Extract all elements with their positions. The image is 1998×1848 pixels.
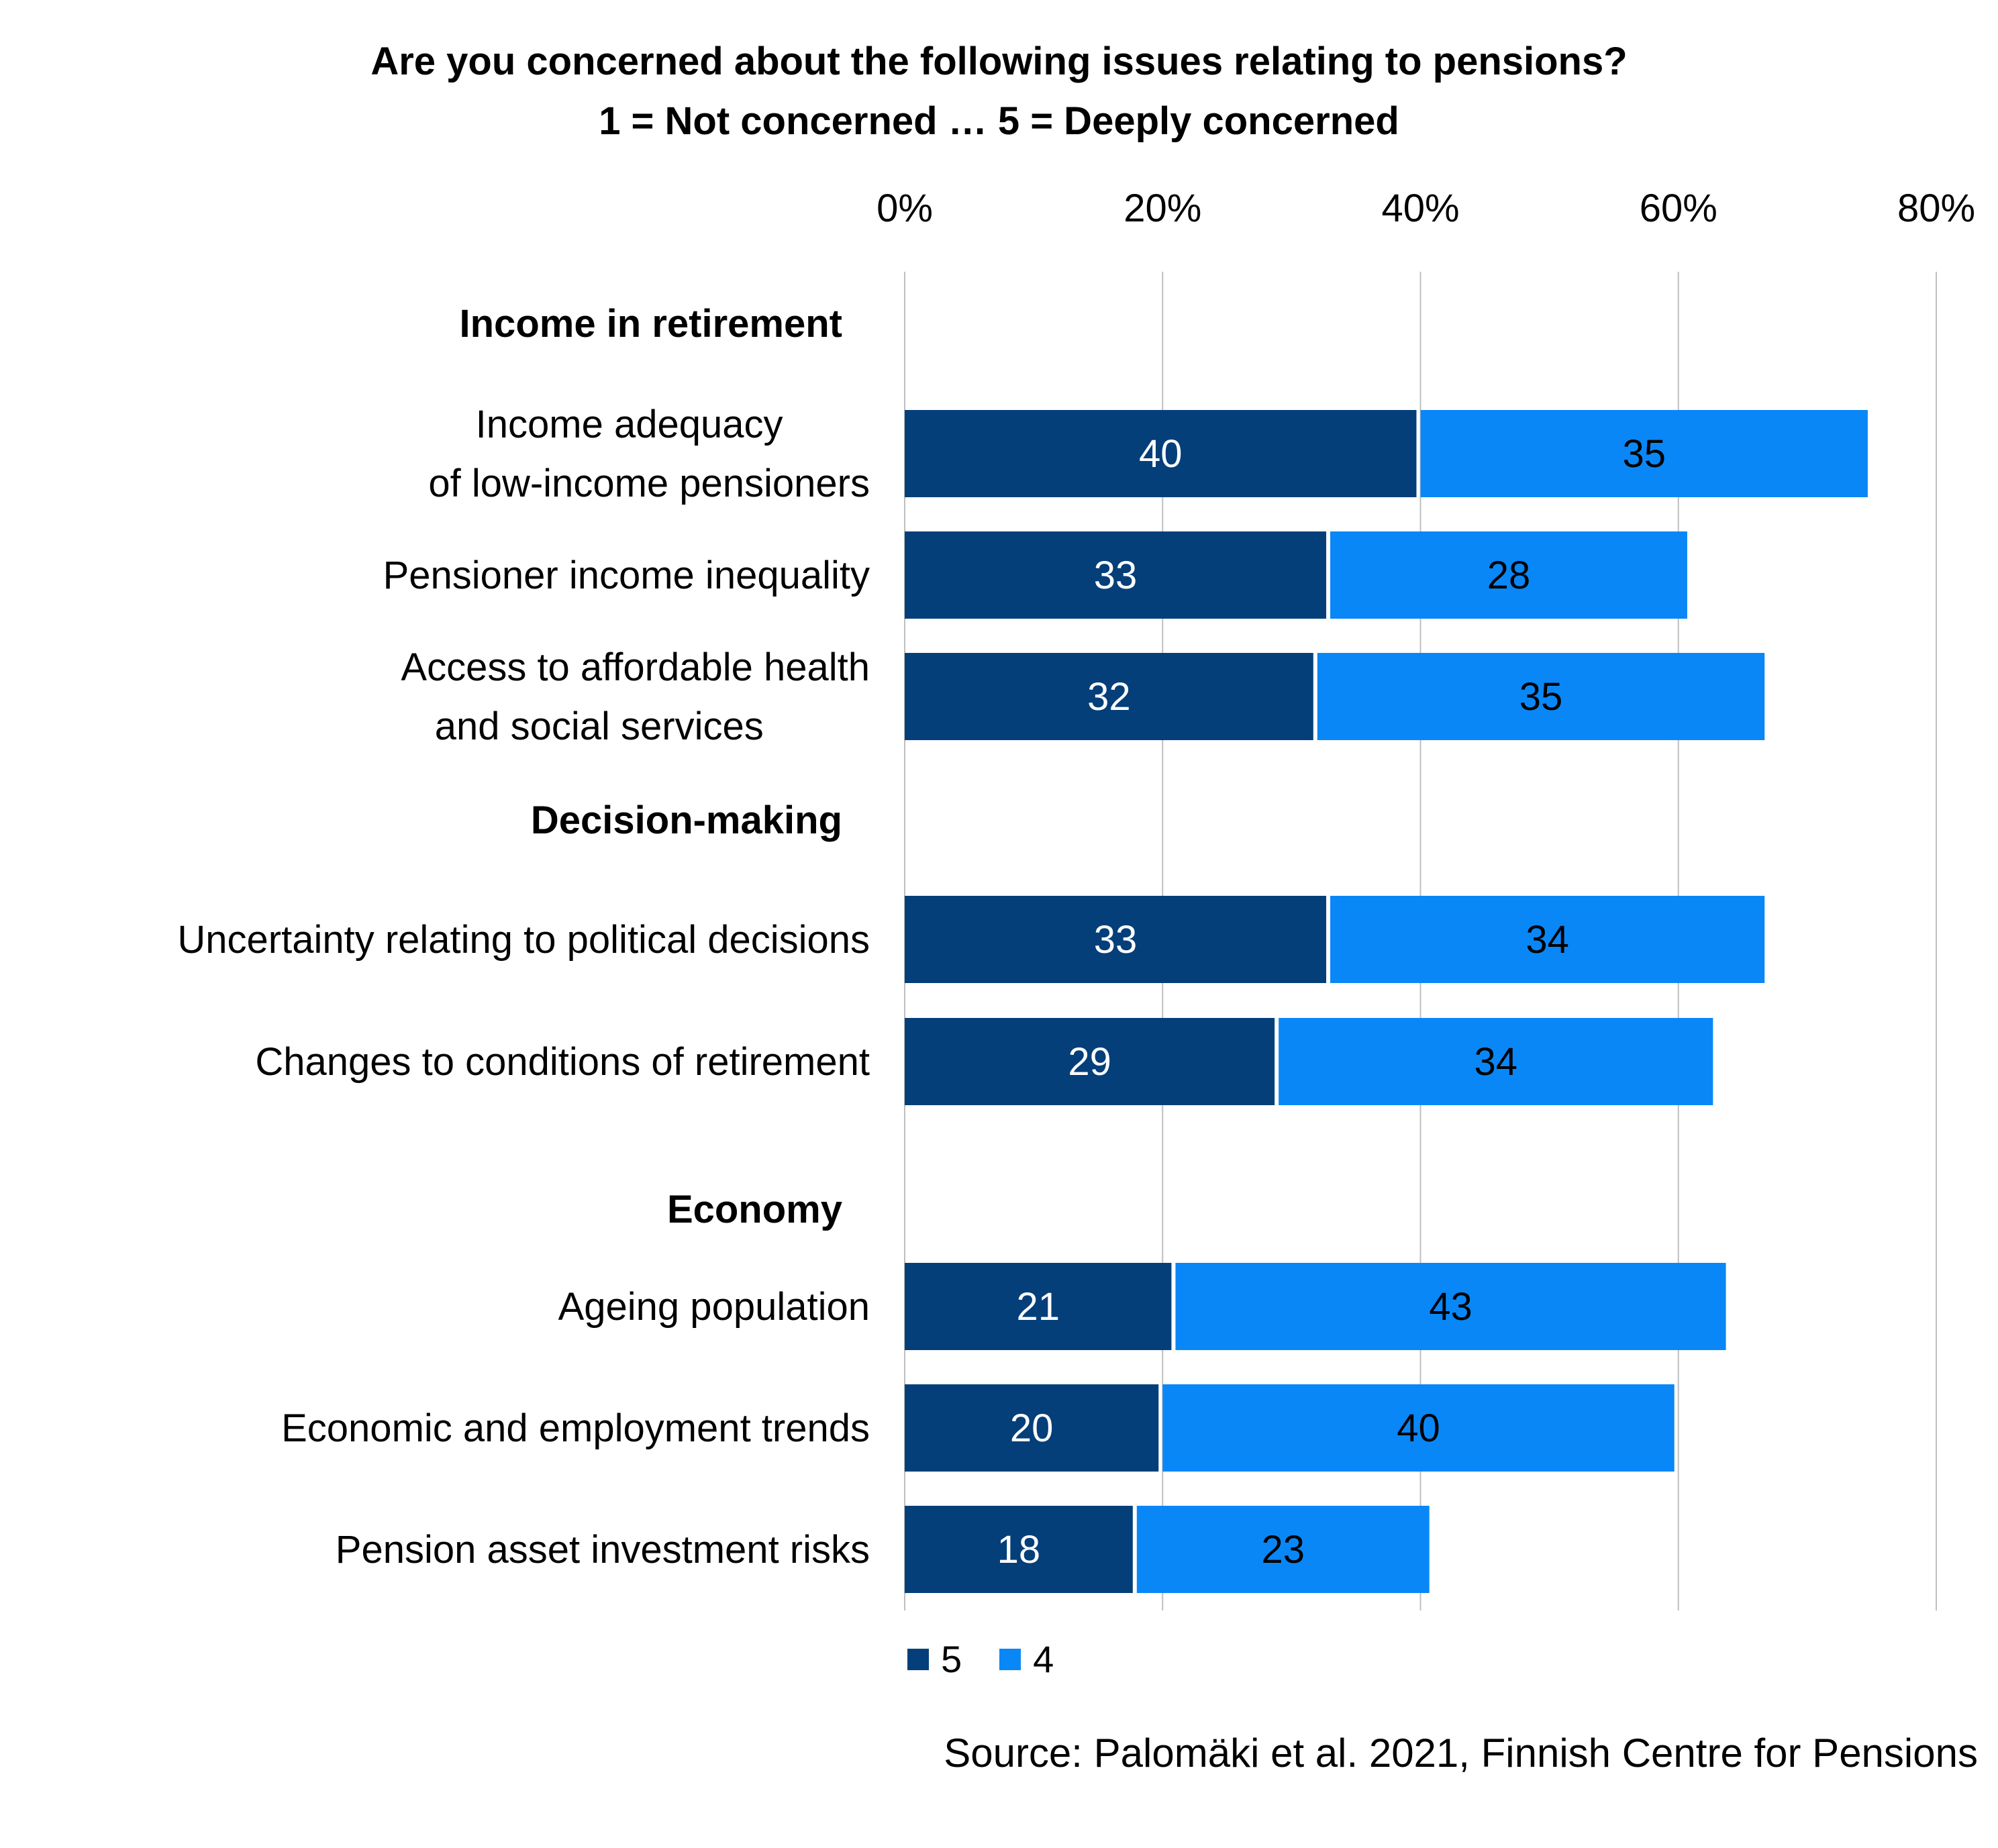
bar-segment-4 [1330,896,1765,983]
x-tick-label: 60% [1640,187,1717,230]
legend-swatch-4 [999,1648,1021,1670]
data-label-5: 20 [1010,1406,1054,1450]
category-label: of low-income pensioners [428,462,870,505]
data-label-5: 33 [1094,554,1138,597]
data-label-4: 28 [1487,554,1531,597]
x-tick-label: 40% [1381,187,1459,230]
category-label: Ageing population [558,1285,870,1329]
bar-segment-4 [1279,1018,1713,1105]
x-tick-label: 0% [877,187,933,230]
data-label-5: 33 [1094,918,1138,962]
bar-segment-5 [905,531,1327,619]
data-label-4: 43 [1429,1285,1472,1329]
data-label-5: 32 [1087,675,1131,719]
category-label: and social services [435,705,764,748]
bar-segment-4 [1175,1263,1726,1350]
data-label-4: 34 [1526,918,1569,962]
group-heading: Economy [667,1188,842,1231]
bar-segment-5 [905,410,1417,497]
bar-segment-4 [1330,531,1687,619]
bar-segment-4 [1136,1506,1430,1593]
data-label-4: 34 [1475,1040,1518,1084]
bar-segment-5 [905,1018,1275,1105]
source-note: Source: Palomäki et al. 2021, Finnish Ce… [944,1731,1978,1776]
category-label: Pension asset investment risks [336,1528,870,1572]
data-label-4: 35 [1622,432,1666,476]
x-tick-label: 20% [1123,187,1201,230]
x-tick-label: 80% [1897,187,1975,230]
category-label: Income adequacy [476,403,783,446]
category-label: Economic and employment trends [281,1406,870,1450]
data-label-5: 40 [1139,432,1183,476]
group-heading: Income in retirement [460,302,842,346]
data-label-5: 18 [997,1528,1041,1572]
category-label: Pensioner income inequality [383,554,870,597]
legend-item-5: 5 [907,1637,962,1681]
chart-title-line2: 1 = Not concerned … 5 = Deeply concerned [599,99,1399,143]
category-label: Access to affordable health [401,646,870,689]
bar-segment-5 [905,653,1313,740]
legend-label-5: 5 [941,1638,962,1680]
bar-segment-4 [1162,1384,1675,1472]
group-heading: Decision-making [531,799,842,842]
data-label-5: 21 [1016,1285,1060,1329]
bar-segment-5 [905,896,1327,983]
legend-label-4: 4 [1033,1638,1054,1680]
bar-segment-5 [905,1506,1133,1593]
legend-swatch-5 [907,1648,929,1670]
bar-segment-4 [1420,410,1868,497]
legend: 5 4 [907,1637,1091,1681]
bar-segment-5 [905,1263,1172,1350]
category-label: Uncertainty relating to political decisi… [177,918,870,962]
data-label-5: 29 [1068,1040,1111,1084]
data-label-4: 40 [1397,1406,1440,1450]
bar-segment-4 [1317,653,1765,740]
chart-title-line1: Are you concerned about the following is… [370,40,1628,83]
bar-segment-5 [905,1384,1159,1472]
category-label: Changes to conditions of retirement [255,1040,870,1084]
data-label-4: 35 [1519,675,1563,719]
legend-item-4: 4 [999,1637,1054,1681]
data-label-4: 23 [1262,1528,1305,1572]
